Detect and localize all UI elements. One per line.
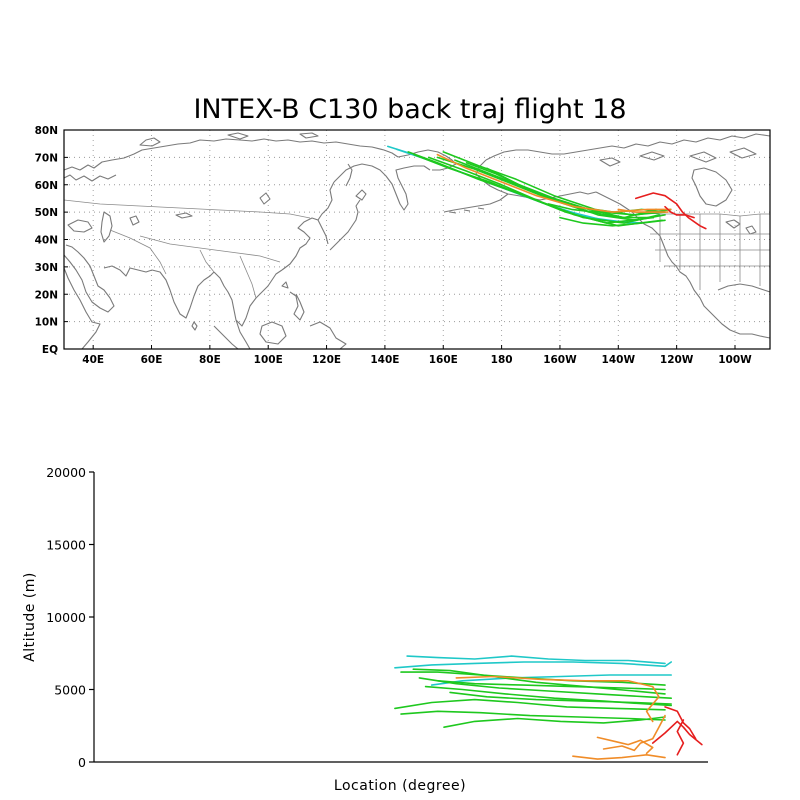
map-trajectory-red: [664, 205, 695, 219]
map-trajectories: [387, 145, 707, 230]
map-y-tick-label: 50N: [35, 207, 58, 219]
map-y-tick-label: EQ: [42, 344, 58, 356]
map-x-tick-label: 80E: [199, 354, 221, 366]
map-trajectory-orange: [617, 208, 669, 213]
altitude-panel: 0 5000 10000 15000 20000 Location (degree) A…: [22, 465, 708, 794]
altitude-trajectory-red: [664, 706, 697, 740]
altitude-trajectory-red: [676, 719, 685, 756]
altitude-trajectory-green: [394, 698, 666, 711]
map-frame: [63, 129, 771, 350]
map-x-tick-label: 60E: [141, 354, 163, 366]
map-x-tick-labels: 40E 60E 80E 100E 120E 140E 160E 180 160W 140W 120W…: [82, 345, 752, 366]
map-x-tick-label: 120W: [660, 354, 694, 366]
map-y-tick-label: 40N: [35, 235, 58, 247]
altitude-trajectory-green: [412, 668, 666, 695]
map-x-tick-label: 140W: [602, 354, 636, 366]
altitude-trajectory-green: [443, 716, 666, 728]
altitude-trajectory-orange: [602, 714, 666, 752]
map-x-tick-label: 100E: [254, 354, 283, 366]
altitude-trajectory-green: [400, 710, 666, 721]
map-x-tick-label: 40E: [82, 354, 104, 366]
map-x-tick-label: 140E: [370, 354, 399, 366]
map-trajectory-orange: [436, 153, 672, 213]
map-trajectory-red: [635, 192, 707, 230]
altitude-trajectory-cyan: [406, 655, 666, 665]
chart-title: INTEX-B C130 back traj flight 18: [193, 94, 626, 125]
altitude-y-ticks: 0 5000 10000 15000 20000: [46, 465, 94, 770]
altitude-trajectory-cyan: [394, 661, 672, 669]
map-y-tick-label: 30N: [35, 262, 58, 274]
alt-y-tick-label: 5000: [54, 683, 86, 698]
altitude-trajectory-orange: [572, 754, 666, 760]
altitude-trajectory-green: [424, 685, 672, 707]
map-x-tick-label: 160W: [543, 354, 577, 366]
altitude-trajectories: [394, 655, 703, 760]
altitude-trajectory-cyan: [430, 674, 672, 686]
map-grid: [64, 130, 770, 349]
y-axis-label: Altitude (m): [22, 572, 38, 662]
alt-y-tick-label: 10000: [46, 610, 86, 625]
map-x-tick-label: 160E: [429, 354, 458, 366]
coastlines: [64, 132, 770, 349]
map-trajectory-green: [465, 162, 672, 216]
map-panel: 40E 60E 80E 100E 120E 140E 160E 180 160W 140W 120W…: [35, 125, 771, 366]
map-trajectory-green: [486, 167, 655, 219]
map-y-tick-labels: EQ 10N 20N 30N 40N 50N 60N 70N 80N: [35, 125, 68, 356]
map-y-tick-label: 60N: [35, 180, 58, 192]
x-axis-label: Location (degree): [334, 778, 466, 794]
alt-y-tick-label: 15000: [46, 538, 86, 553]
map-y-tick-label: 20N: [35, 289, 58, 301]
map-y-tick-label: 70N: [35, 152, 58, 164]
political-borders: [64, 199, 770, 299]
map-y-tick-label: 80N: [35, 125, 58, 137]
map-x-tick-label: 100W: [718, 354, 752, 366]
altitude-trajectory-green: [449, 691, 672, 705]
alt-y-tick-label: 0: [78, 755, 86, 770]
altitude-trajectory-orange: [596, 736, 654, 755]
altitude-trajectory-green: [437, 680, 666, 691]
map-trajectory-green: [559, 216, 666, 227]
map-y-tick-label: 10N: [35, 317, 58, 329]
altitude-trajectory-green: [418, 677, 672, 699]
map-x-tick-label: 120E: [312, 354, 341, 366]
map-trajectory-green: [427, 156, 660, 224]
alt-y-tick-label: 20000: [46, 465, 86, 480]
map-x-tick-label: 180: [491, 354, 513, 366]
altitude-trajectory-orange: [455, 675, 660, 723]
